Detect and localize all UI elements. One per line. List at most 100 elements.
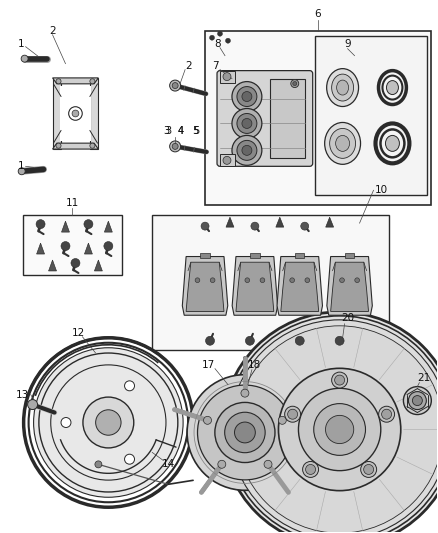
Circle shape bbox=[237, 86, 257, 107]
Circle shape bbox=[226, 316, 438, 533]
Circle shape bbox=[381, 409, 392, 419]
Circle shape bbox=[291, 79, 299, 87]
Bar bbox=[60, 86, 91, 141]
Circle shape bbox=[335, 336, 344, 345]
Text: 17: 17 bbox=[201, 360, 215, 370]
Bar bbox=[23, 215, 122, 275]
Text: 3: 3 bbox=[165, 126, 171, 136]
Circle shape bbox=[242, 146, 252, 155]
Text: 7: 7 bbox=[212, 61, 218, 71]
Bar bbox=[200, 253, 210, 259]
Text: 4: 4 bbox=[178, 126, 184, 136]
Ellipse shape bbox=[385, 135, 399, 151]
Polygon shape bbox=[281, 262, 319, 311]
Text: 20: 20 bbox=[341, 313, 354, 323]
Text: 5: 5 bbox=[192, 126, 198, 136]
Circle shape bbox=[195, 278, 200, 282]
Bar bbox=[220, 155, 235, 166]
Circle shape bbox=[218, 461, 226, 469]
Circle shape bbox=[306, 464, 315, 474]
Polygon shape bbox=[53, 78, 99, 84]
Circle shape bbox=[285, 406, 300, 422]
Circle shape bbox=[170, 80, 180, 91]
Circle shape bbox=[364, 464, 374, 474]
Bar bbox=[220, 71, 235, 83]
Text: 13: 13 bbox=[16, 390, 29, 400]
Circle shape bbox=[242, 118, 252, 128]
Circle shape bbox=[36, 220, 45, 229]
Text: 21: 21 bbox=[418, 373, 431, 383]
Polygon shape bbox=[61, 221, 70, 232]
Circle shape bbox=[56, 143, 61, 148]
Circle shape bbox=[237, 140, 257, 160]
Polygon shape bbox=[236, 262, 274, 311]
Circle shape bbox=[303, 462, 318, 478]
Circle shape bbox=[104, 241, 113, 251]
Circle shape bbox=[56, 79, 61, 84]
Circle shape bbox=[90, 143, 95, 148]
Circle shape bbox=[230, 320, 438, 533]
Circle shape bbox=[209, 35, 215, 40]
Circle shape bbox=[34, 348, 183, 497]
Polygon shape bbox=[331, 262, 368, 311]
Circle shape bbox=[325, 415, 354, 443]
Circle shape bbox=[232, 82, 262, 111]
Circle shape bbox=[293, 82, 297, 86]
Polygon shape bbox=[277, 256, 322, 315]
Polygon shape bbox=[232, 256, 278, 315]
Polygon shape bbox=[49, 260, 57, 271]
Ellipse shape bbox=[325, 123, 360, 164]
Polygon shape bbox=[186, 262, 224, 311]
Circle shape bbox=[187, 375, 303, 490]
Circle shape bbox=[245, 336, 254, 345]
Circle shape bbox=[84, 220, 93, 229]
Circle shape bbox=[225, 412, 265, 453]
Circle shape bbox=[251, 222, 259, 230]
Circle shape bbox=[232, 135, 262, 165]
Ellipse shape bbox=[386, 80, 399, 94]
Text: 5: 5 bbox=[193, 126, 199, 136]
Circle shape bbox=[332, 372, 348, 388]
Circle shape bbox=[61, 417, 71, 427]
Circle shape bbox=[298, 389, 381, 471]
Ellipse shape bbox=[336, 135, 350, 151]
Circle shape bbox=[198, 385, 292, 480]
Circle shape bbox=[360, 462, 377, 478]
Polygon shape bbox=[327, 256, 372, 315]
Bar bbox=[270, 78, 305, 158]
Ellipse shape bbox=[332, 74, 353, 101]
Circle shape bbox=[21, 55, 28, 62]
Ellipse shape bbox=[337, 80, 349, 95]
Circle shape bbox=[403, 386, 431, 415]
Circle shape bbox=[215, 402, 275, 463]
Circle shape bbox=[124, 454, 134, 464]
Bar bbox=[314, 36, 427, 195]
Circle shape bbox=[242, 92, 252, 101]
Polygon shape bbox=[95, 260, 102, 271]
Circle shape bbox=[260, 278, 265, 282]
Circle shape bbox=[301, 222, 309, 230]
Text: 8: 8 bbox=[215, 39, 221, 49]
Text: 4: 4 bbox=[178, 126, 184, 136]
Polygon shape bbox=[53, 78, 61, 149]
Circle shape bbox=[279, 368, 401, 491]
Circle shape bbox=[172, 83, 178, 88]
Text: 3: 3 bbox=[163, 126, 169, 136]
Circle shape bbox=[264, 461, 272, 469]
Circle shape bbox=[237, 114, 257, 133]
Circle shape bbox=[234, 422, 255, 443]
Text: 2: 2 bbox=[49, 26, 56, 36]
Circle shape bbox=[71, 259, 80, 268]
Circle shape bbox=[314, 403, 365, 455]
Circle shape bbox=[223, 72, 231, 80]
Text: 11: 11 bbox=[66, 198, 79, 208]
Polygon shape bbox=[326, 217, 334, 227]
Circle shape bbox=[288, 409, 297, 419]
Text: 6: 6 bbox=[314, 9, 321, 19]
Circle shape bbox=[205, 336, 215, 345]
Text: 18: 18 bbox=[248, 360, 261, 370]
Circle shape bbox=[339, 278, 344, 282]
Circle shape bbox=[241, 389, 249, 397]
Circle shape bbox=[295, 336, 304, 345]
Circle shape bbox=[204, 416, 212, 424]
